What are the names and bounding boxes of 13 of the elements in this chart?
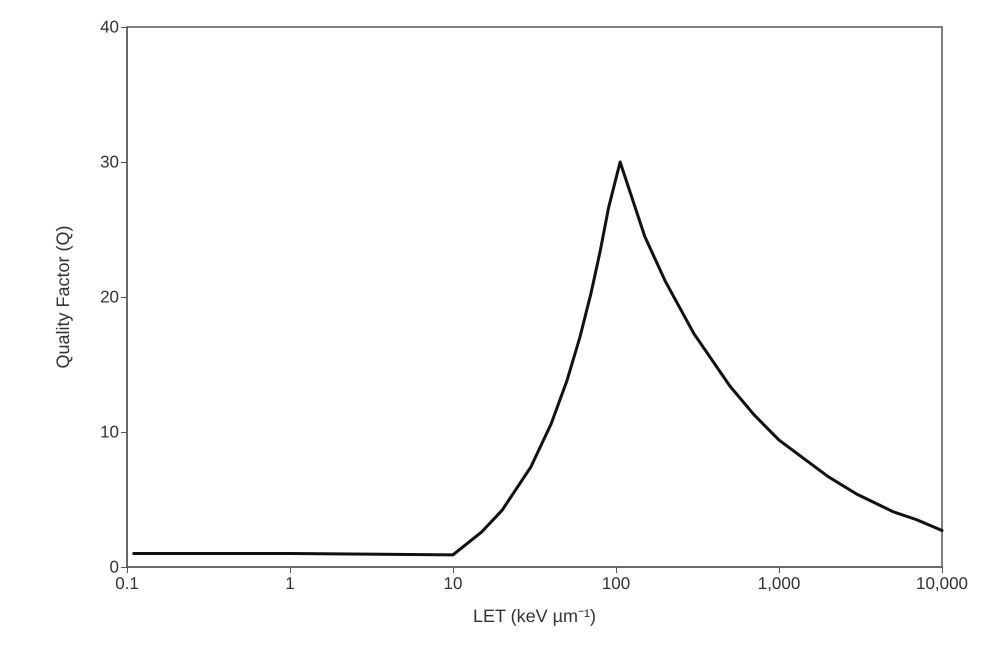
x-tick-label: 100 (602, 574, 630, 593)
x-tick-label: 1,000 (758, 574, 800, 593)
y-tick-label: 10 (100, 422, 119, 442)
y-tick-label: 40 (100, 18, 119, 36)
x-tick-label: 10 (444, 574, 462, 593)
x-tick-label: 10,000 (916, 574, 968, 593)
y-tick-label: 0 (110, 558, 119, 576)
y-tick-label: 20 (100, 288, 119, 306)
x-axis-title: LET (keV µm⁻¹) (472, 606, 596, 626)
y-tick-label: 30 (100, 152, 119, 172)
y-axis-title: Quality Factor (Q) (53, 225, 73, 369)
x-tick-label: 1 (285, 574, 295, 593)
x-tick-label: 0.1 (115, 574, 139, 593)
